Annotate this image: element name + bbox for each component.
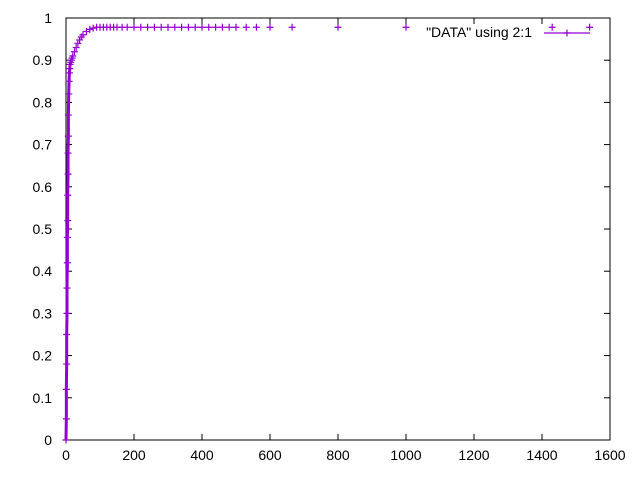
data-point <box>123 23 131 31</box>
data-point-cluster <box>68 61 73 65</box>
y-tick-label: 0.5 <box>33 221 53 237</box>
y-tick-label: 0.1 <box>33 390 53 406</box>
data-point <box>218 23 226 31</box>
data-point <box>144 23 152 31</box>
x-tick-label: 200 <box>122 447 146 463</box>
data-point <box>191 23 199 31</box>
data-point <box>242 23 250 31</box>
data-point <box>198 23 206 31</box>
y-tick-label: 0 <box>44 432 52 448</box>
data-point <box>79 31 87 39</box>
data-point <box>548 23 556 31</box>
data-point <box>130 23 138 31</box>
data-point <box>74 39 82 47</box>
y-tick-label: 0.6 <box>33 179 53 195</box>
x-tick-label: 1000 <box>390 447 421 463</box>
x-tick-label: 0 <box>62 447 70 463</box>
data-point <box>205 23 213 31</box>
y-tick-label: 0.7 <box>33 137 53 153</box>
x-tick-label: 1600 <box>594 447 625 463</box>
legend-label: "DATA" using 2:1 <box>426 24 532 40</box>
y-tick-label: 0.3 <box>33 305 53 321</box>
data-point <box>178 23 186 31</box>
data-point <box>184 23 192 31</box>
data-point <box>212 23 220 31</box>
data-point <box>225 23 233 31</box>
legend: "DATA" using 2:1 <box>426 24 590 40</box>
data-point <box>164 23 172 31</box>
data-point <box>86 25 94 33</box>
data-point <box>69 52 77 60</box>
data-point <box>266 23 274 31</box>
data-point <box>288 23 296 31</box>
x-tick-label: 400 <box>190 447 214 463</box>
data-point <box>334 23 342 31</box>
data-point <box>76 36 84 44</box>
data-point <box>586 23 594 31</box>
data-point <box>137 23 145 31</box>
x-tick-label: 800 <box>326 447 350 463</box>
data-point <box>72 44 80 52</box>
data-point-cluster <box>69 59 73 63</box>
y-tick-label: 0.4 <box>33 263 53 279</box>
y-tick-label: 0.2 <box>33 348 53 364</box>
y-tick-label: 0.8 <box>33 94 53 110</box>
data-point <box>402 23 410 31</box>
data-point <box>150 23 158 31</box>
y-tick-label: 1 <box>44 10 52 26</box>
x-tick-label: 1400 <box>526 447 557 463</box>
data-point <box>252 23 260 31</box>
legend-marker <box>563 29 571 37</box>
data-point <box>89 24 97 32</box>
data-point <box>71 48 78 56</box>
x-tick-label: 1200 <box>458 447 489 463</box>
y-tick-label: 0.9 <box>33 52 53 68</box>
series-layer <box>62 23 594 444</box>
x-tick-label: 600 <box>258 447 282 463</box>
ticks-layer: 0 200 400 600 800 1000 1200 1400 1600 0 0.1 0.2 0.3 0… <box>33 10 626 463</box>
data-point <box>157 23 165 31</box>
data-point <box>171 23 179 31</box>
data-point <box>232 23 240 31</box>
